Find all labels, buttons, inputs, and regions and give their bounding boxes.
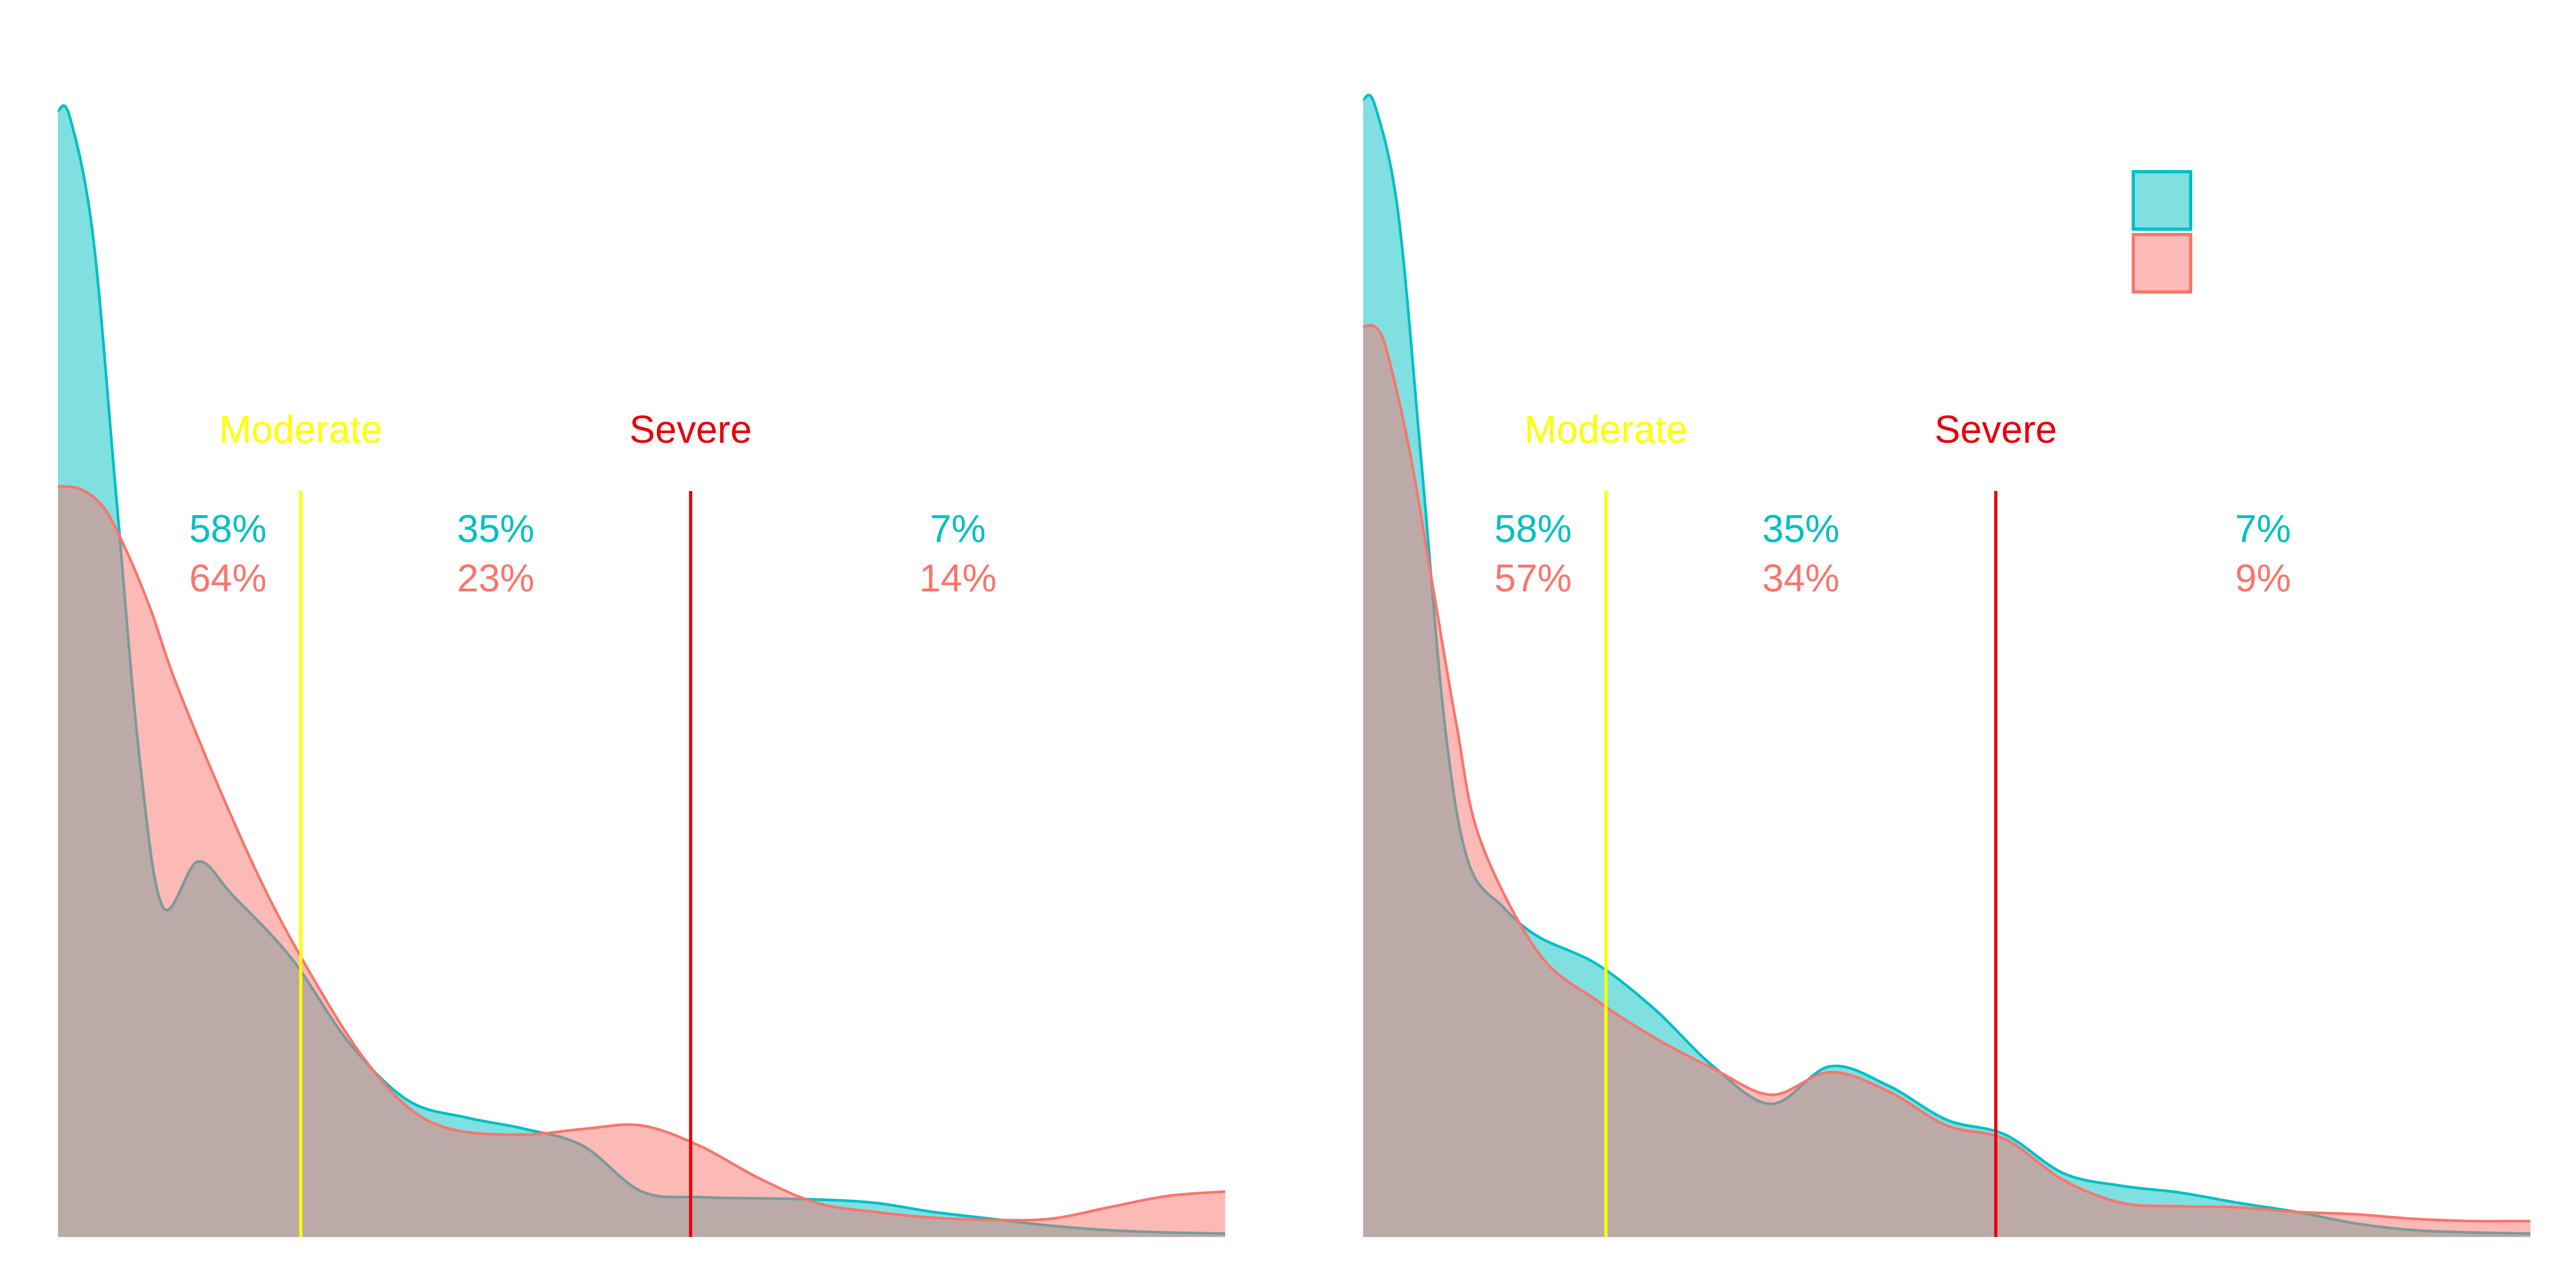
density-area-series-2 [1363,325,2530,1237]
legend-swatch-series-1 [2132,170,2192,231]
chart-panel-2: Moderate Severe 58% 35% 7% 57% 34% 9% [1362,93,2531,1237]
band-label-series-2-band-2: 23% [457,557,535,600]
band-label-series-2-band-1: 57% [1495,557,1572,600]
band-label-series-1-band-3: 7% [2235,508,2291,551]
band-label-series-1-band-3: 7% [930,508,986,551]
band-label-series-2-band-3: 14% [919,557,997,600]
band-label-series-1-band-2: 35% [457,508,535,551]
threshold-label-moderate: Moderate [1524,408,1687,451]
density-line-series-2 [1363,324,2531,1223]
band-label-series-2-band-1: 64% [189,557,267,600]
band-label-series-1-band-2: 35% [1762,508,1840,551]
density-area-series-2 [58,486,1225,1237]
legend [2132,170,2192,294]
legend-swatch-series-2 [2132,233,2192,294]
band-label-series-1-band-1: 58% [189,508,267,551]
band-label-series-2-band-3: 9% [2235,557,2291,600]
band-label-series-2-band-2: 34% [1762,557,1840,600]
band-label-series-1-band-1: 58% [1495,508,1572,551]
threshold-label-severe: Severe [1935,408,2057,451]
threshold-label-severe: Severe [630,408,752,451]
threshold-label-moderate: Moderate [219,408,382,451]
density-line-series-2 [57,485,1226,1222]
chart-panel-1: Moderate Severe 58% 35% 7% 64% 23% 14% [56,104,1226,1238]
